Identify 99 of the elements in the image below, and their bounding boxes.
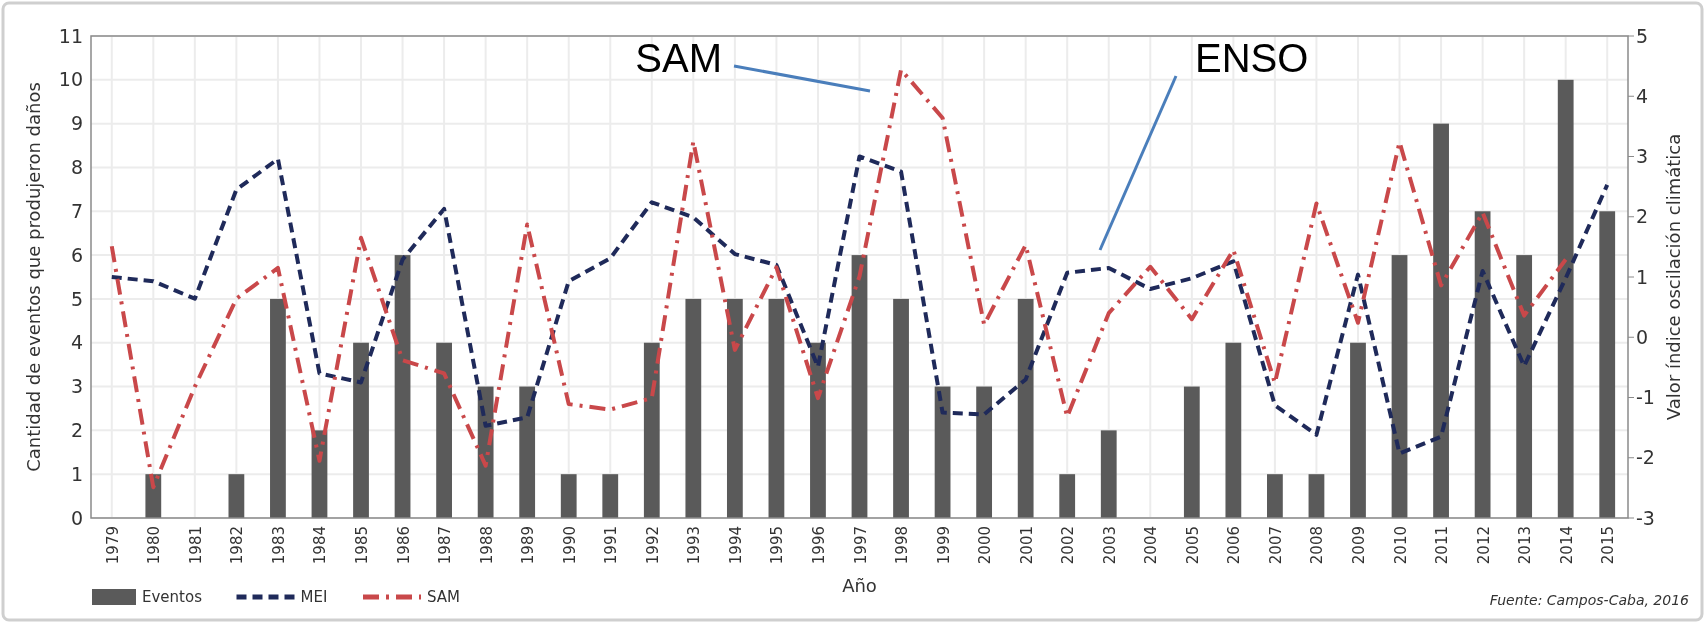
bar bbox=[810, 342, 826, 518]
y-tick-label: 9 bbox=[70, 112, 83, 135]
x-tick-label: 1994 bbox=[726, 526, 745, 565]
x-tick-label: 2002 bbox=[1059, 526, 1078, 565]
bar bbox=[353, 342, 369, 518]
x-tick-label: 1990 bbox=[560, 526, 579, 565]
x-tick-label: 2006 bbox=[1225, 526, 1244, 565]
x-tick-label: 2008 bbox=[1308, 526, 1327, 565]
x-tick-label: 1996 bbox=[809, 526, 828, 565]
annotation: SAM bbox=[635, 36, 722, 80]
y2-tick-label: 1 bbox=[1636, 265, 1649, 288]
bar bbox=[685, 298, 702, 518]
bar bbox=[893, 298, 909, 518]
x-tick-label: 1986 bbox=[394, 526, 413, 565]
x-tick-label: 1991 bbox=[602, 526, 621, 565]
y-tick-label: 11 bbox=[58, 24, 83, 47]
bar bbox=[1433, 123, 1449, 518]
bar bbox=[1557, 79, 1574, 518]
y-tick-label: 4 bbox=[70, 331, 83, 354]
x-tick-label: 2004 bbox=[1142, 526, 1161, 565]
x-tick-label: 2003 bbox=[1100, 526, 1119, 565]
y2-tick-label: -3 bbox=[1636, 506, 1655, 529]
bar bbox=[1350, 342, 1366, 518]
y-tick-label: 7 bbox=[70, 199, 83, 222]
bar bbox=[519, 386, 536, 518]
y-tick-label: 0 bbox=[70, 506, 83, 529]
y2-tick-label: 0 bbox=[1636, 325, 1649, 348]
bar bbox=[602, 474, 619, 518]
y2-tick-label: 4 bbox=[1636, 84, 1649, 107]
legend-label: MEI bbox=[300, 588, 328, 606]
x-tick-label: 1985 bbox=[353, 526, 372, 565]
x-tick-label: 1998 bbox=[893, 526, 912, 565]
bar bbox=[1267, 474, 1283, 518]
x-tick-label: 2014 bbox=[1557, 526, 1576, 565]
y-tick-label: 3 bbox=[70, 375, 83, 398]
x-tick-label: 1999 bbox=[934, 526, 953, 565]
x-tick-label: 2012 bbox=[1474, 526, 1493, 565]
bar bbox=[768, 298, 785, 518]
x-tick-label: 1984 bbox=[311, 526, 330, 565]
x-tick-label: 1979 bbox=[103, 526, 122, 565]
x-tick-label: 1980 bbox=[145, 526, 164, 565]
bar bbox=[976, 386, 993, 518]
y-tick-label: 10 bbox=[58, 68, 83, 91]
y2-tick-label: 2 bbox=[1636, 205, 1649, 228]
x-tick-label: 2009 bbox=[1349, 526, 1368, 565]
y-tick-label: 6 bbox=[70, 243, 83, 266]
source-note: Fuente: Campos-Caba, 2016 bbox=[1489, 592, 1690, 608]
bar bbox=[270, 298, 286, 518]
y2-tick-label: -2 bbox=[1636, 446, 1655, 469]
x-tick-label: 2013 bbox=[1516, 526, 1535, 565]
y-tick-label: 5 bbox=[70, 287, 83, 310]
y2-axis-title: Valor índice oscilación climática bbox=[1663, 133, 1684, 421]
y2-tick-label: 5 bbox=[1636, 24, 1649, 47]
x-tick-label: 1997 bbox=[851, 526, 870, 565]
bar bbox=[1391, 255, 1408, 518]
y2-tick-label: -1 bbox=[1636, 386, 1655, 409]
y-tick-label: 2 bbox=[70, 419, 83, 442]
legend-label: SAM bbox=[427, 588, 461, 606]
y-tick-label: 8 bbox=[70, 156, 83, 179]
bar bbox=[1100, 430, 1117, 518]
x-tick-label: 2015 bbox=[1599, 526, 1618, 565]
bar bbox=[1059, 474, 1076, 518]
annotation: ENSO bbox=[1195, 36, 1309, 80]
bar bbox=[1183, 386, 1200, 518]
legend-label: Eventos bbox=[142, 588, 203, 606]
bar bbox=[643, 342, 660, 518]
x-axis-title: Año bbox=[842, 575, 877, 596]
x-tick-label: 1987 bbox=[436, 526, 455, 565]
x-tick-label: 1981 bbox=[186, 526, 205, 565]
x-tick-label: 2005 bbox=[1183, 526, 1202, 565]
bar bbox=[394, 255, 411, 518]
x-tick-label: 1988 bbox=[477, 526, 496, 565]
x-tick-label: 1989 bbox=[519, 526, 538, 565]
bar bbox=[1017, 298, 1034, 518]
x-tick-label: 2001 bbox=[1017, 526, 1036, 565]
bar bbox=[560, 474, 577, 518]
x-tick-label: 2007 bbox=[1266, 526, 1285, 565]
bar bbox=[1516, 255, 1533, 518]
x-tick-label: 2011 bbox=[1433, 526, 1452, 565]
bar bbox=[1308, 474, 1325, 518]
bar bbox=[726, 298, 743, 518]
line-series bbox=[109, 154, 1610, 456]
x-tick-label: 2010 bbox=[1391, 526, 1410, 565]
x-tick-label: 1995 bbox=[768, 526, 787, 565]
bar bbox=[934, 386, 951, 518]
x-tick-label: 1982 bbox=[228, 526, 247, 565]
y-tick-label: 1 bbox=[70, 462, 83, 485]
y-axis-title: Cantidad de eventos que produjeron daños bbox=[23, 82, 44, 472]
x-tick-label: 1983 bbox=[269, 526, 288, 565]
bar bbox=[228, 474, 245, 518]
bar bbox=[851, 255, 868, 518]
x-tick-label: 1992 bbox=[643, 526, 662, 565]
bar bbox=[1599, 211, 1616, 518]
x-tick-label: 1993 bbox=[685, 526, 704, 565]
x-tick-label: 2000 bbox=[976, 526, 995, 565]
bar bbox=[436, 342, 452, 518]
bar bbox=[1225, 342, 1242, 518]
y2-tick-label: 3 bbox=[1636, 145, 1649, 168]
bar bbox=[1474, 211, 1491, 518]
